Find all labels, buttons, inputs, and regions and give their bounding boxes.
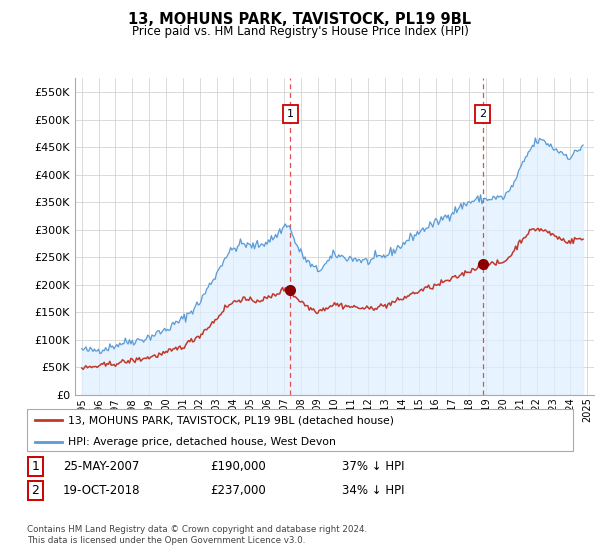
Text: HPI: Average price, detached house, West Devon: HPI: Average price, detached house, West… <box>68 437 336 446</box>
Text: 13, MOHUNS PARK, TAVISTOCK, PL19 9BL (detached house): 13, MOHUNS PARK, TAVISTOCK, PL19 9BL (de… <box>68 415 394 425</box>
Text: 1: 1 <box>31 460 40 473</box>
Text: Contains HM Land Registry data © Crown copyright and database right 2024.
This d: Contains HM Land Registry data © Crown c… <box>27 525 367 545</box>
Text: 34% ↓ HPI: 34% ↓ HPI <box>342 484 404 497</box>
Text: 2: 2 <box>479 109 486 119</box>
Text: £190,000: £190,000 <box>210 460 266 473</box>
Text: 25-MAY-2007: 25-MAY-2007 <box>63 460 139 473</box>
Text: Price paid vs. HM Land Registry's House Price Index (HPI): Price paid vs. HM Land Registry's House … <box>131 25 469 38</box>
FancyBboxPatch shape <box>28 481 43 500</box>
FancyBboxPatch shape <box>27 409 573 451</box>
Text: 37% ↓ HPI: 37% ↓ HPI <box>342 460 404 473</box>
FancyBboxPatch shape <box>28 457 43 476</box>
Text: 19-OCT-2018: 19-OCT-2018 <box>63 484 140 497</box>
Text: 1: 1 <box>287 109 294 119</box>
Text: £237,000: £237,000 <box>210 484 266 497</box>
Text: 13, MOHUNS PARK, TAVISTOCK, PL19 9BL: 13, MOHUNS PARK, TAVISTOCK, PL19 9BL <box>128 12 472 27</box>
Text: 2: 2 <box>31 484 40 497</box>
